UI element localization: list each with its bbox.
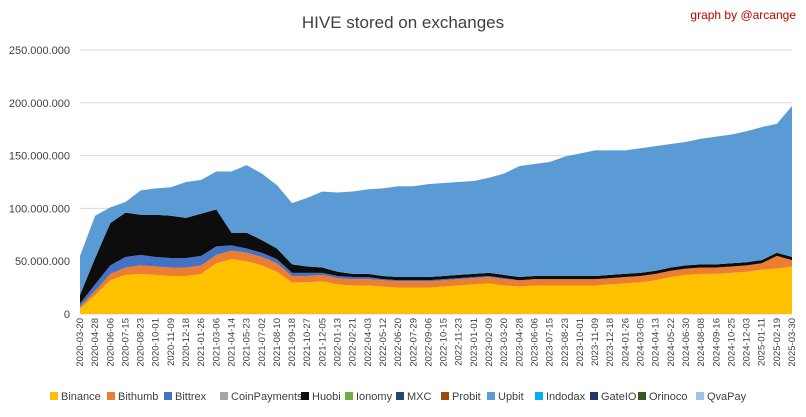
- legend-label: Ionomy: [356, 391, 393, 403]
- legend-label: Upbit: [498, 391, 524, 403]
- legend-label: QvaPay: [707, 391, 747, 403]
- x-tick-label: 2021-10-27: [302, 318, 313, 367]
- x-tick-label: 2022-10-15: [439, 318, 450, 367]
- area-binance: [80, 259, 792, 314]
- x-tick-label: 2023-11-09: [590, 318, 601, 366]
- x-tick-label: 2022-02-21: [348, 318, 359, 367]
- x-tick-label: 2023-10-01: [575, 318, 586, 367]
- x-tick-label: 2020-10-01: [151, 318, 162, 367]
- x-tick-label: 2022-07-29: [408, 318, 419, 367]
- x-tick-label: 2024-08-08: [696, 318, 707, 367]
- x-tick-label: 2024-06-30: [681, 318, 692, 367]
- x-tick-label: 2020-03-20: [75, 318, 86, 367]
- x-tick-label: 2022-04-03: [363, 318, 374, 367]
- y-tick-label: 0: [64, 309, 70, 321]
- x-tick-label: 2023-04-28: [514, 318, 525, 367]
- x-tick-label: 2021-12-05: [317, 318, 328, 367]
- legend-swatch: [220, 392, 228, 400]
- x-tick-label: 2021-04-14: [226, 318, 237, 367]
- area-series: [80, 105, 792, 314]
- x-tick-label: 2022-11-23: [454, 318, 465, 366]
- x-tick-label: 2020-06-06: [105, 318, 116, 367]
- x-tick-label: 2020-11-09: [166, 318, 177, 366]
- legend-label: Bittrex: [175, 391, 207, 403]
- x-tick-label: 2024-03-05: [636, 318, 647, 367]
- x-tick-label: 2025-03-30: [787, 318, 798, 367]
- y-tick-label: 250.000.000: [9, 45, 70, 57]
- x-tick-label: 2021-08-10: [272, 318, 283, 367]
- legend-swatch: [345, 392, 353, 400]
- x-tick-label: 2024-12-03: [742, 318, 753, 367]
- x-tick-label: 2022-06-20: [393, 318, 404, 367]
- x-tick-label: 2021-01-26: [196, 318, 207, 367]
- area-upbit: [80, 105, 792, 295]
- x-tick-label: 2021-07-02: [257, 318, 268, 367]
- x-tick-label: 2021-05-23: [242, 318, 253, 367]
- x-tick-label: 2022-05-12: [378, 318, 389, 367]
- x-tick-label: 2025-01-11: [757, 318, 768, 366]
- y-tick-label: 200.000.000: [9, 98, 70, 110]
- chart-title: HIVE stored on exchanges: [302, 13, 504, 32]
- legend-label: MXC: [407, 391, 432, 403]
- legend-swatch: [590, 392, 598, 400]
- chart-credit: graph by @arcange: [690, 8, 796, 22]
- legend-swatch: [535, 392, 543, 400]
- x-tick-label: 2023-03-20: [499, 318, 510, 367]
- legend-label: Bithumb: [118, 391, 158, 403]
- y-tick-label: 100.000.000: [9, 203, 70, 215]
- legend-label: GateIO: [601, 391, 637, 403]
- x-tick-label: 2023-08-23: [560, 318, 571, 367]
- legend-label: Orinoco: [649, 391, 688, 403]
- area-bithumb: [80, 250, 792, 309]
- area-huobi: [80, 209, 792, 304]
- legend: Binance Bithumb Bittrex CoinPayments Huobi Io…: [50, 391, 747, 403]
- x-tick-label: 2023-07-15: [545, 318, 556, 367]
- x-tick-label: 2021-03-06: [211, 318, 222, 367]
- legend-swatch: [487, 392, 495, 400]
- x-tick-label: 2023-02-09: [484, 318, 495, 367]
- y-axis: 0 50.000.000 100.000.000 150.000.000 200.000…: [9, 45, 70, 321]
- x-tick-label: 2024-10-25: [726, 318, 737, 367]
- x-tick-label: 2024-04-13: [651, 318, 662, 367]
- x-tick-label: 2022-01-13: [333, 318, 344, 367]
- x-tick-label: 2022-09-06: [423, 318, 434, 367]
- legend-label: CoinPayments: [231, 391, 303, 403]
- x-tick-label: 2024-05-22: [666, 318, 677, 367]
- legend-label: Binance: [61, 391, 101, 403]
- legend-swatch: [164, 392, 172, 400]
- legend-swatch: [50, 392, 58, 400]
- x-tick-label: 2025-02-19: [772, 318, 783, 367]
- x-tick-label: 2020-07-15: [120, 318, 131, 367]
- x-tick-label: 2021-09-18: [287, 318, 298, 367]
- legend-swatch: [638, 392, 646, 400]
- legend-label: Probit: [452, 391, 481, 403]
- legend-swatch: [301, 392, 309, 400]
- legend-swatch: [107, 392, 115, 400]
- y-tick-label: 150.000.000: [9, 151, 70, 163]
- x-tick-label: 2020-08-23: [136, 318, 147, 367]
- legend-swatch: [396, 392, 404, 400]
- legend-label: Indodax: [546, 391, 586, 403]
- legend-label: Huobi: [312, 391, 341, 403]
- x-axis: 2020-03-20 2020-04-28 2020-06-06 2020-07-15…: [75, 318, 798, 367]
- x-tick-label: 2023-01-01: [469, 318, 480, 367]
- x-tick-label: 2023-06-06: [529, 318, 540, 367]
- legend-swatch: [696, 392, 704, 400]
- x-tick-label: 2023-12-18: [605, 318, 616, 367]
- x-tick-label: 2024-01-26: [620, 318, 631, 367]
- legend-swatch: [441, 392, 449, 400]
- y-tick-label: 50.000.000: [15, 256, 70, 268]
- x-tick-label: 2020-04-28: [90, 318, 101, 367]
- x-tick-label: 2020-12-18: [181, 318, 192, 367]
- x-tick-label: 2024-09-16: [711, 318, 722, 367]
